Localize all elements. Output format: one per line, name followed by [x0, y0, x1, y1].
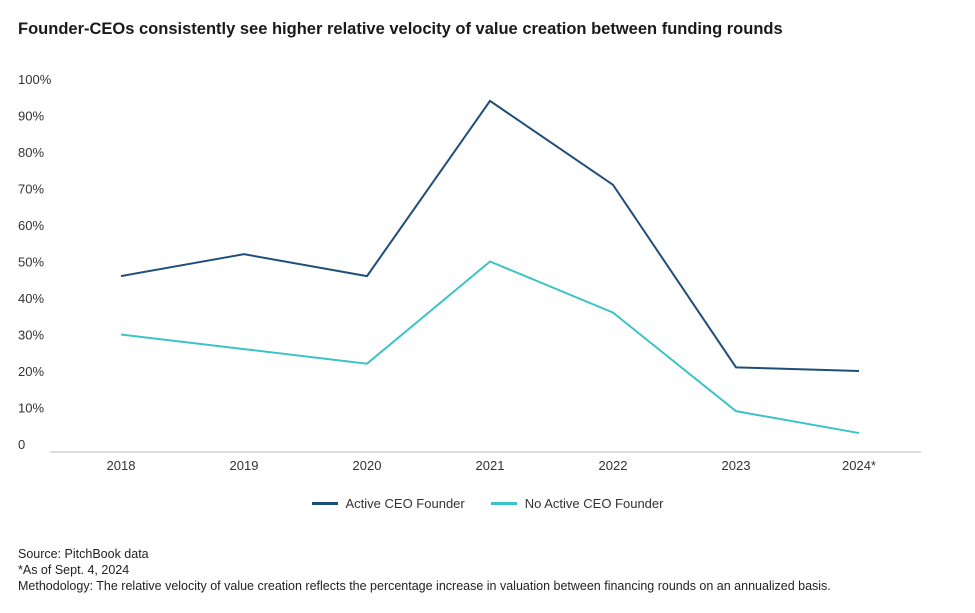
legend-swatch [490, 502, 517, 505]
series-line-active-ceo-founder [120, 99, 860, 372]
legend-item-no-active: No Active CEO Founder [490, 496, 664, 511]
footnotes: Source: PitchBook data *As of Sept. 4, 2… [18, 546, 831, 594]
y-tick-label: 60% [18, 218, 44, 233]
legend: Active CEO Founder No Active CEO Founder [0, 496, 975, 511]
x-tick-label: 2024* [842, 458, 876, 473]
y-tick-label: 50% [18, 255, 44, 270]
x-tick-label: 2020 [353, 458, 382, 473]
x-tick-label: 2023 [722, 458, 751, 473]
legend-item-active: Active CEO Founder [311, 496, 465, 511]
y-tick-label: 100% [18, 72, 52, 87]
series-line-no-active-ceo-founder [120, 260, 860, 435]
y-tick-label: 30% [18, 328, 44, 343]
legend-swatch [311, 502, 338, 505]
y-tick-label: 40% [18, 291, 44, 306]
y-tick-label: 80% [18, 145, 44, 160]
y-tick-label: 10% [18, 401, 44, 416]
legend-label: Active CEO Founder [345, 496, 465, 511]
x-tick-label: 2022 [599, 458, 628, 473]
source-note: Source: PitchBook data [18, 547, 149, 561]
legend-label: No Active CEO Founder [524, 496, 664, 511]
methodology-note: Methodology: The relative velocity of va… [18, 579, 831, 593]
y-tick-label: 0 [18, 437, 25, 452]
chart-title: Founder-CEOs consistently see higher rel… [18, 20, 783, 38]
y-tick-label: 20% [18, 364, 44, 379]
y-tick-label: 70% [18, 182, 44, 197]
x-tick-label: 2018 [107, 458, 136, 473]
x-tick-label: 2019 [230, 458, 259, 473]
x-tick-label: 2021 [476, 458, 505, 473]
date-note: *As of Sept. 4, 2024 [18, 563, 130, 577]
y-tick-label: 90% [18, 109, 44, 124]
